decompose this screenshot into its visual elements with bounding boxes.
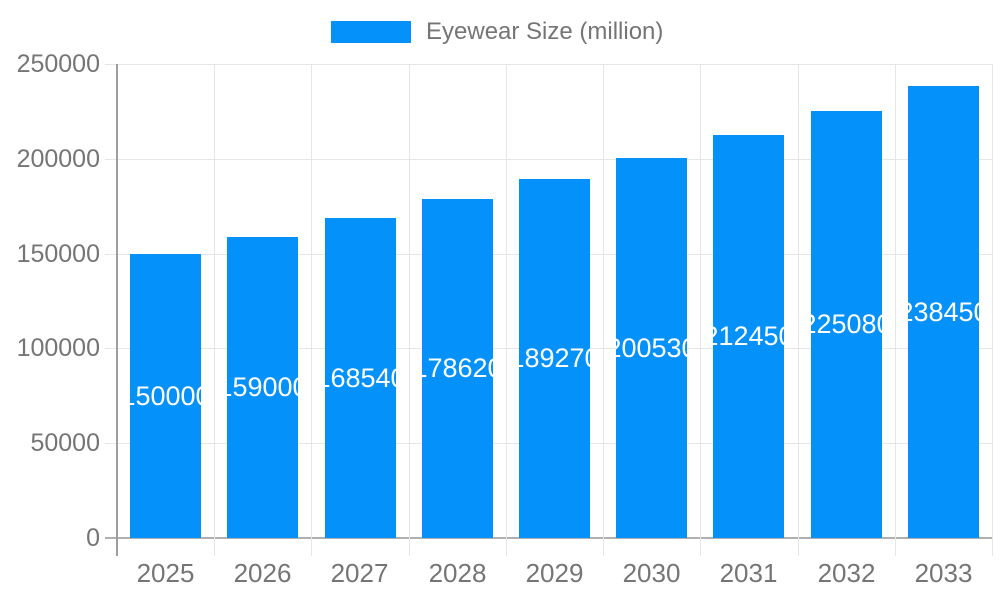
bar[interactable]: 238450 — [908, 86, 979, 538]
x-axis-tick-label: 2029 — [525, 558, 584, 588]
y-axis-tick-label: 150000 — [16, 240, 100, 268]
gridline-vertical — [214, 64, 215, 556]
plot-area: 0 50000 100000 150000 200000 250000 150000 2025… — [17, 51, 993, 586]
bar-value-label: 168540 — [325, 362, 396, 393]
x-axis-tick-label: 2025 — [136, 558, 195, 588]
gridline-horizontal — [105, 64, 992, 65]
bar[interactable]: 225080 — [811, 111, 882, 538]
bar[interactable]: 150000 — [130, 254, 201, 538]
bar[interactable]: 200530 — [616, 158, 687, 538]
bar-value-label: 200530 — [616, 332, 687, 363]
bar[interactable]: 168540 — [325, 218, 396, 538]
bar-value-label: 212450 — [713, 321, 784, 351]
bar-value-label: 159000 — [227, 372, 298, 402]
bar-value-label: 150000 — [130, 380, 201, 411]
gridline-vertical — [992, 64, 993, 556]
x-axis-tick-label: 2026 — [233, 558, 292, 588]
x-axis-tick-label: 2031 — [719, 558, 778, 588]
x-axis-tick-label: 2027 — [330, 558, 389, 588]
y-axis-tick-label: 100000 — [16, 334, 100, 362]
gridline-vertical — [506, 64, 507, 556]
gridline-vertical — [895, 64, 896, 556]
y-axis-tick-label: 250000 — [16, 50, 100, 78]
gridline-vertical — [798, 64, 799, 556]
x-axis-tick-label: 2030 — [622, 558, 681, 588]
bar-value-label: 238450 — [908, 296, 979, 327]
bar[interactable]: 212450 — [713, 135, 784, 538]
bar[interactable]: 159000 — [227, 237, 298, 538]
bar-value-label: 189270 — [519, 343, 590, 373]
bar-value-label: 178620 — [422, 353, 493, 383]
gridline-vertical — [311, 64, 312, 556]
gridline-vertical — [603, 64, 604, 556]
x-axis-baseline — [105, 537, 992, 539]
bar-value-label: 225080 — [811, 309, 882, 339]
x-axis-tick-label: 2028 — [428, 558, 487, 588]
y-axis-tick-label: 0 — [86, 524, 100, 552]
gridline-horizontal — [105, 159, 992, 160]
legend-swatch — [331, 21, 411, 43]
y-axis-tick-label: 200000 — [16, 145, 100, 173]
legend-label: Eyewear Size (million) — [426, 18, 664, 45]
y-axis-line — [116, 64, 118, 556]
gridline-vertical — [700, 64, 701, 556]
y-axis-tick-label: 50000 — [30, 429, 100, 457]
gridline-vertical — [409, 64, 410, 556]
legend[interactable]: Eyewear Size (million) — [331, 18, 664, 45]
bar[interactable]: 178620 — [422, 199, 493, 538]
x-axis-tick-label: 2032 — [817, 558, 876, 588]
bar[interactable]: 189270 — [519, 179, 590, 538]
x-axis-tick-label: 2033 — [914, 558, 973, 588]
